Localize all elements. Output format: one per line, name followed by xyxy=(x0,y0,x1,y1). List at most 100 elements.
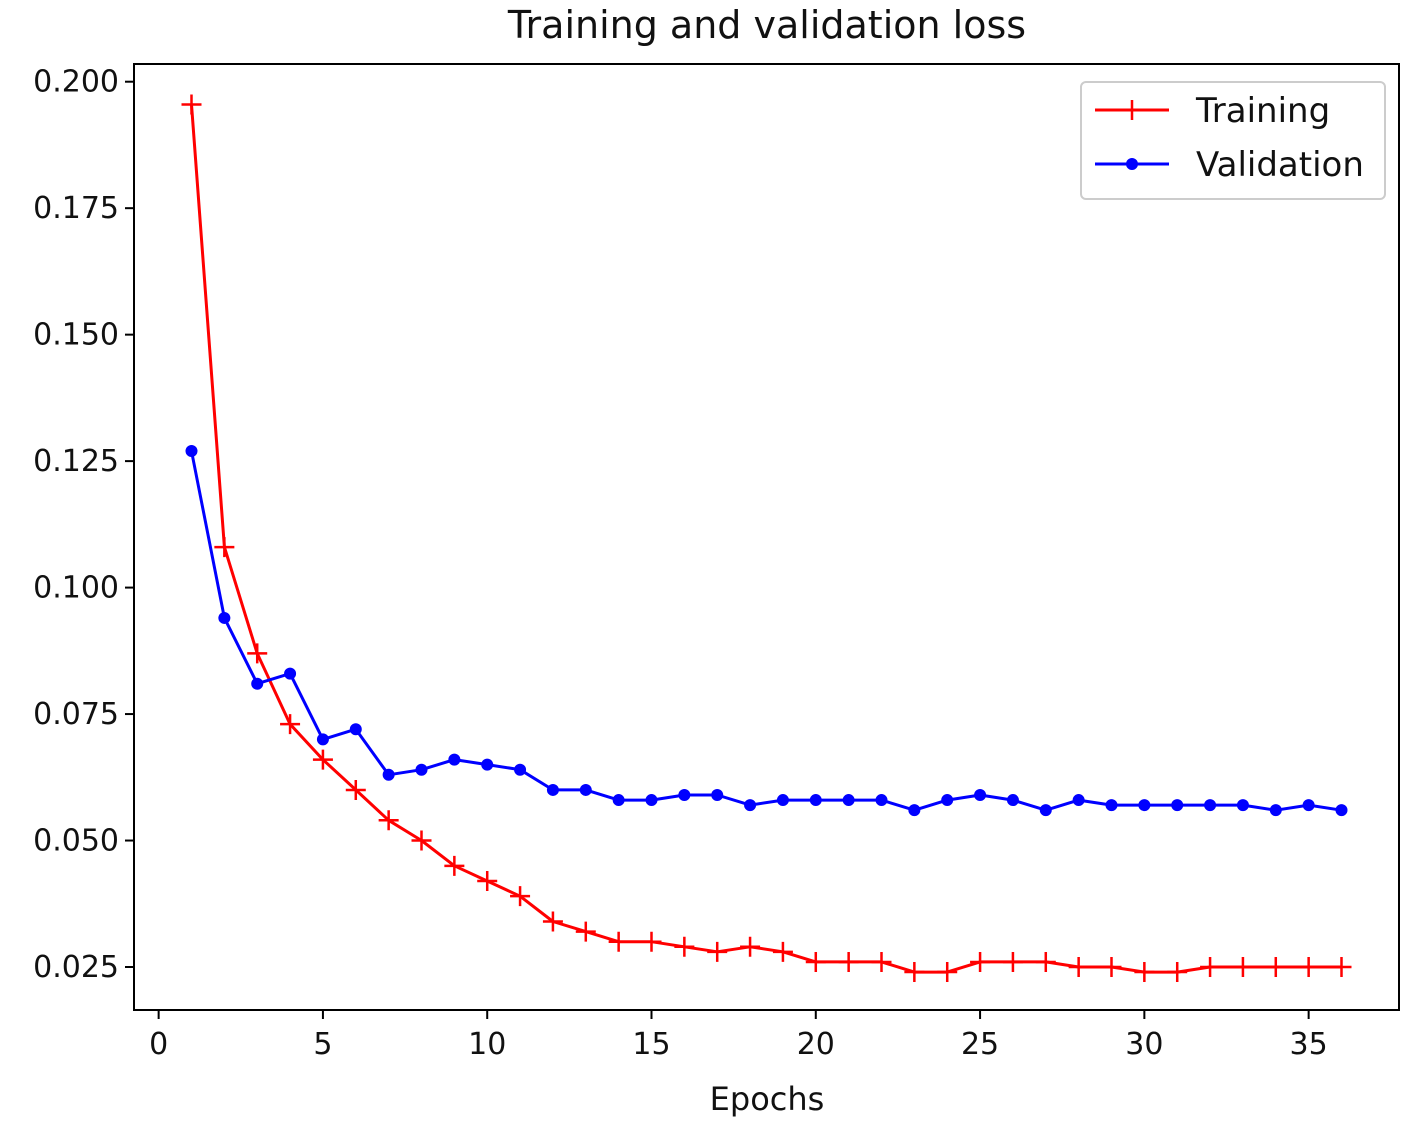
validation-point xyxy=(941,794,954,807)
training-point xyxy=(1232,957,1253,977)
legend: Training Validation xyxy=(1080,81,1386,200)
training-point xyxy=(641,931,662,952)
training-point xyxy=(345,779,366,800)
training-point xyxy=(542,911,563,932)
x-tick-label: 20 xyxy=(797,1027,835,1062)
training-point xyxy=(608,931,629,952)
training-point xyxy=(707,941,728,962)
series-layer xyxy=(181,94,1352,983)
training-point xyxy=(510,886,531,907)
x-axis-label: Epochs xyxy=(710,1080,825,1118)
validation-point xyxy=(1302,799,1315,812)
validation-point xyxy=(316,733,329,746)
training-point xyxy=(1331,957,1352,977)
validation-point xyxy=(185,445,198,457)
validation-point xyxy=(1072,794,1085,807)
legend-label-training: Training xyxy=(1195,91,1330,131)
training-point xyxy=(1134,962,1155,983)
training-point xyxy=(312,749,333,770)
training-point xyxy=(575,921,596,942)
validation-point xyxy=(974,789,987,801)
training-point xyxy=(1068,957,1089,977)
legend-marker-training xyxy=(1122,100,1142,120)
training-point xyxy=(477,871,498,891)
validation-point xyxy=(1105,799,1118,812)
training-point xyxy=(1298,957,1319,977)
chart-title: Training and validation loss xyxy=(507,3,1026,47)
training-point xyxy=(181,94,202,115)
y-axis: 0.025 0.050 0.075 0.100 0.125 0.150 0.175 0.200 xyxy=(33,65,134,985)
training-point xyxy=(1167,962,1188,983)
validation-point xyxy=(415,763,428,776)
y-tick-label: 0.175 xyxy=(33,191,119,226)
training-point xyxy=(1101,957,1122,977)
validation-point xyxy=(218,611,231,624)
training-point xyxy=(674,936,695,957)
training-point xyxy=(871,951,892,972)
x-tick-label: 5 xyxy=(313,1027,332,1062)
y-tick-label: 0.125 xyxy=(33,444,119,479)
x-tick-label: 25 xyxy=(961,1027,999,1062)
x-tick-label: 0 xyxy=(149,1027,168,1062)
training-point xyxy=(444,855,465,876)
training-point xyxy=(1035,951,1056,972)
validation-point xyxy=(251,677,264,690)
y-tick-label: 0.100 xyxy=(33,571,119,606)
validation-line xyxy=(190,450,1342,812)
legend-marker-validation xyxy=(1126,158,1138,170)
validation-point xyxy=(448,753,461,766)
training-point xyxy=(740,936,761,957)
validation-series xyxy=(185,445,1348,817)
x-tick-label: 15 xyxy=(632,1027,670,1062)
y-tick-label: 0.150 xyxy=(33,318,119,353)
validation-point xyxy=(809,794,822,807)
validation-point xyxy=(579,783,592,796)
validation-point xyxy=(875,794,888,807)
y-tick-label: 0.050 xyxy=(33,824,119,859)
x-tick-label: 35 xyxy=(1290,1027,1328,1062)
validation-point xyxy=(678,789,691,801)
x-axis: 0 5 10 15 20 25 30 35 xyxy=(149,1010,1328,1062)
validation-point xyxy=(711,789,724,801)
training-point xyxy=(1002,951,1023,972)
training-point xyxy=(214,537,235,558)
legend-label-validation: Validation xyxy=(1196,145,1364,185)
validation-point xyxy=(382,768,395,781)
validation-point xyxy=(1335,804,1348,817)
validation-point xyxy=(1269,804,1282,817)
validation-point xyxy=(284,667,297,680)
training-point xyxy=(1200,957,1221,977)
validation-point xyxy=(1171,799,1184,812)
training-point xyxy=(411,830,432,851)
validation-point xyxy=(1204,799,1217,812)
training-point xyxy=(247,643,268,664)
validation-point xyxy=(514,763,527,776)
validation-point xyxy=(842,794,855,807)
x-tick-label: 30 xyxy=(1125,1027,1163,1062)
training-point xyxy=(904,962,925,983)
training-point xyxy=(280,714,301,735)
training-point xyxy=(970,951,991,972)
validation-point xyxy=(1006,794,1019,807)
validation-point xyxy=(645,794,658,807)
validation-point xyxy=(776,794,789,807)
x-tick-label: 10 xyxy=(468,1027,506,1062)
training-point xyxy=(1265,957,1286,977)
validation-point xyxy=(546,783,559,796)
validation-point xyxy=(744,799,757,812)
training-point xyxy=(805,951,826,972)
validation-point xyxy=(1138,799,1151,812)
training-series xyxy=(181,94,1352,983)
training-point xyxy=(838,951,859,972)
training-point xyxy=(772,941,793,962)
y-tick-label: 0.075 xyxy=(33,697,119,732)
validation-point xyxy=(908,804,921,817)
validation-point xyxy=(481,758,494,771)
plot-area xyxy=(133,63,1400,1011)
y-tick-label: 0.025 xyxy=(33,950,119,985)
validation-point xyxy=(612,794,625,807)
training-line xyxy=(190,104,1342,974)
training-point xyxy=(378,810,399,831)
validation-point xyxy=(1039,804,1052,817)
